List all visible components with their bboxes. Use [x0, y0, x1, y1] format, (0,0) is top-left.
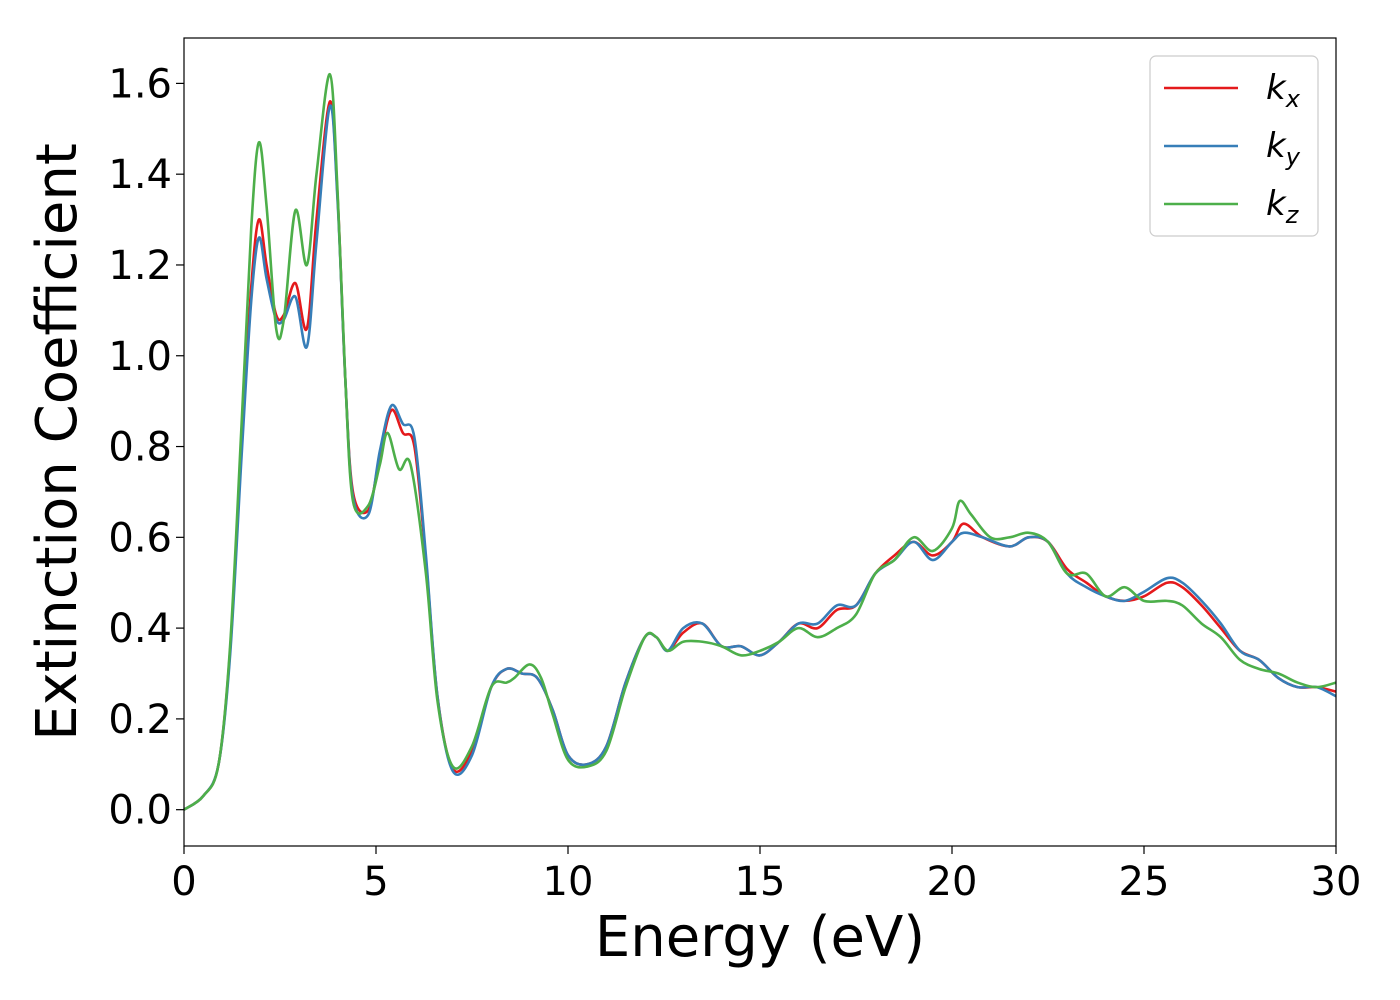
series-line-z — [183, 73, 1337, 811]
x-tick-label: 5 — [363, 859, 388, 905]
legend: kx ky kz — [1149, 55, 1319, 237]
x-tick-label: 30 — [1311, 859, 1362, 905]
series-layer — [183, 73, 1337, 811]
y-tick-label: 1.0 — [108, 334, 172, 380]
plot-area — [184, 38, 1336, 846]
y-tick-label: 0.4 — [108, 606, 172, 652]
y-tick-label: 1.4 — [108, 152, 172, 198]
legend-label-y: ky — [1266, 126, 1301, 171]
x-tick-label: 15 — [735, 859, 786, 905]
x-tick-label: 0 — [171, 859, 196, 905]
legend-label-x: kx — [1266, 68, 1301, 113]
legend-label-z: kz — [1266, 184, 1300, 229]
y-tick-label: 0.6 — [108, 515, 172, 561]
y-tick-label: 0.2 — [108, 697, 172, 743]
x-tick-label: 25 — [1119, 859, 1170, 905]
x-axis: 0 5 10 15 20 25 30 — [171, 846, 1361, 905]
x-tick-label: 10 — [543, 859, 594, 905]
y-tick-label: 0.8 — [108, 425, 172, 471]
y-tick-label: 0.0 — [108, 788, 172, 834]
y-axis-title: Extinction Coefficient — [25, 143, 90, 741]
x-axis-title: Energy (eV) — [595, 905, 925, 970]
series-line-y — [183, 104, 1337, 811]
x-tick-label: 20 — [927, 859, 978, 905]
y-tick-label: 1.6 — [108, 61, 172, 107]
y-axis: 0.0 0.2 0.4 0.6 0.8 1.0 1.2 1.4 1.6 — [108, 61, 184, 834]
y-tick-label: 1.2 — [108, 243, 172, 289]
